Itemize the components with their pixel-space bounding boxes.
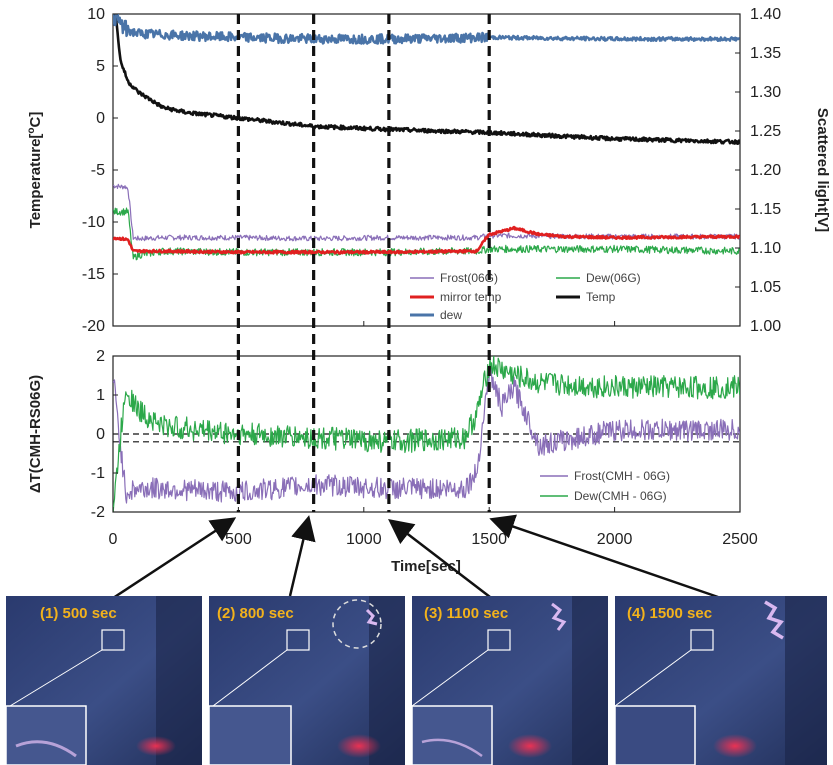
top-y2-ticks: 1.40 1.35 1.30 1.25 1.20 1.15 1.10 1.05 1.00 <box>735 6 781 335</box>
tick-label: 1.15 <box>750 201 781 218</box>
tick-label: 1.05 <box>750 279 781 296</box>
tick-label: 1.25 <box>750 123 781 140</box>
bottom-x-ticks: 0 500 1000 1500 2000 2500 <box>109 507 758 548</box>
top-y-axis-label: Temperature[oC] <box>26 112 44 229</box>
photo-2: (2) 800 sec <box>209 596 405 765</box>
tick-label: -15 <box>82 266 105 283</box>
photo-1: (1) 500 sec <box>6 596 202 765</box>
bottom-y-axis-label: ΔT(CMH-RS06G) <box>27 375 44 493</box>
top-plot-frame <box>113 14 740 326</box>
x-tick-label: 1000 <box>346 531 382 548</box>
tick-label: 1.30 <box>750 84 781 101</box>
legend-label-frost-cmh: Frost(CMH - 06G) <box>574 469 670 483</box>
tick-label: 0 <box>96 426 105 443</box>
photo-4: (4) 1500 sec <box>615 596 827 765</box>
tick-label: 1.20 <box>750 162 781 179</box>
legend-label-dew: dew <box>440 308 462 322</box>
arrow-photo-2 <box>290 520 308 596</box>
photo-1-label: (1) 500 sec <box>40 605 117 622</box>
tick-label: 1.35 <box>750 45 781 62</box>
x-tick-label: 2000 <box>597 531 633 548</box>
x-tick-label: 1500 <box>471 531 507 548</box>
tick-label: -5 <box>91 162 105 179</box>
top-y2-axis-label: Scattered light[V] <box>814 108 831 232</box>
legend-label-temp: Temp <box>586 290 616 304</box>
tick-label: 1.40 <box>750 6 781 23</box>
x-tick-label: 2500 <box>722 531 758 548</box>
top-panel: 10 5 0 -5 -10 -15 -20 1.40 1.35 1.30 1.25 1.20 1.15… <box>26 6 831 335</box>
tick-label: 0 <box>96 110 105 127</box>
tick-label: 10 <box>87 6 105 23</box>
arrow-photo-1 <box>110 520 232 600</box>
tick-label: 1 <box>96 387 105 404</box>
legend-label-mirror-temp: mirror temp <box>440 290 502 304</box>
photo-2-label: (2) 800 sec <box>217 605 294 622</box>
photo-4-label: (4) 1500 sec <box>627 605 712 622</box>
x-tick-label: 0 <box>109 531 118 548</box>
tick-label: 1.10 <box>750 240 781 257</box>
photo-4-inset <box>615 706 695 765</box>
photo-3: (3) 1100 sec <box>412 596 608 765</box>
tick-label: -20 <box>82 318 105 335</box>
photo-3-inset <box>412 706 492 765</box>
legend-label-dew-cmh: Dew(CMH - 06G) <box>574 489 667 503</box>
bottom-panel: 2 1 0 -1 -2 0 500 1000 1500 2000 2500 ΔT(CMH-RS06… <box>27 348 758 575</box>
legend-label-dew-06g: Dew(06G) <box>586 271 641 285</box>
tick-label: 2 <box>96 348 105 365</box>
x-tick-label: 500 <box>225 531 252 548</box>
photo-2-inset <box>209 706 291 765</box>
tick-label: -1 <box>91 465 105 482</box>
tick-label: -10 <box>82 214 105 231</box>
tick-label: 1.00 <box>750 318 781 335</box>
photo-3-label: (3) 1100 sec <box>424 605 508 622</box>
tick-label: -2 <box>91 504 105 521</box>
tick-label: 5 <box>96 58 105 75</box>
